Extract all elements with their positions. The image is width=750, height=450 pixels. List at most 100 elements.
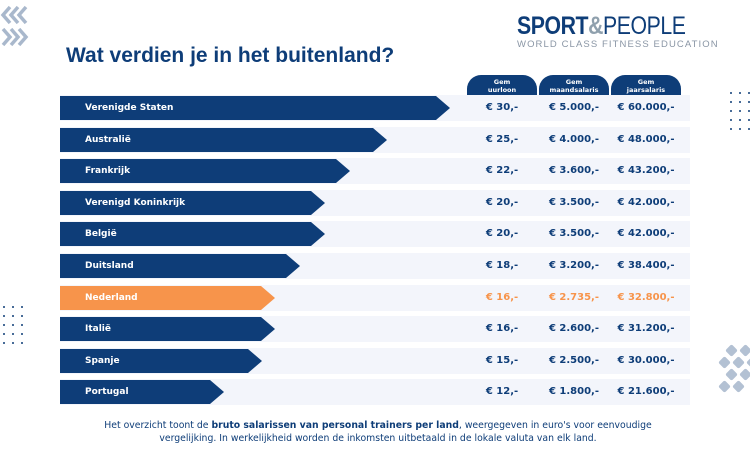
bar-arrow-tip [261, 285, 275, 310]
value-cell: € 30.000,- [617, 354, 675, 366]
bar: Portugal [60, 380, 224, 405]
bar-arrow-tip [436, 96, 450, 120]
column-header: Gem uurloon [467, 75, 537, 97]
value-cell: € 16,- [485, 323, 519, 335]
value-cell: € 31.200,- [617, 323, 675, 335]
column-header-line: Gem [637, 78, 655, 86]
bar-arrow-tip [336, 159, 350, 184]
dot-decoration [739, 101, 741, 103]
value-cell: € 3.600,- [548, 165, 600, 177]
value-cell: € 25,- [485, 133, 519, 145]
bar-arrow-tip [261, 317, 275, 342]
column-header-line: maandsalaris [549, 86, 599, 94]
bar: Duitsland [60, 254, 300, 278]
bar: Verenigde Staten [60, 96, 450, 120]
value-cell: € 60.000,- [617, 102, 675, 113]
dot-decoration [739, 92, 741, 94]
column-header-line: Gem [565, 78, 583, 86]
country-label: Verenigd Koninkrijk [85, 197, 186, 208]
dot-decoration [739, 119, 741, 121]
dot-decoration [21, 333, 23, 335]
value-cell: € 15,- [485, 354, 519, 366]
value-cell: € 4.000,- [548, 133, 600, 145]
value-cell: € 16,- [485, 291, 519, 303]
value-cell: € 5.000,- [548, 102, 600, 113]
country-label: België [85, 229, 117, 240]
column-header-line: uurloon [487, 86, 517, 94]
dot-decoration [21, 315, 23, 317]
dot-decoration [730, 128, 732, 130]
dot-decoration [730, 110, 732, 112]
bar: België [60, 222, 325, 247]
dot-decoration [21, 306, 23, 308]
value-cell: € 1.800,- [548, 386, 600, 398]
bar-arrow-tip [248, 348, 262, 373]
country-label: Portugal [85, 387, 129, 398]
dot-decoration [748, 101, 750, 103]
dot-decoration [3, 333, 5, 335]
dot-decoration [12, 324, 14, 326]
column-header: Gem jaarsalaris [611, 75, 681, 97]
bar-arrow-tip [210, 380, 224, 405]
dot-decoration [21, 324, 23, 326]
value-cell: € 2.600,- [548, 323, 600, 335]
dot-decoration [748, 119, 750, 121]
dot-decoration [3, 342, 5, 344]
diamond-decoration [718, 380, 731, 393]
dot-decoration [748, 128, 750, 130]
chevrons-decoration-icon [0, 5, 29, 47]
bar: Frankrijk [60, 159, 350, 184]
value-cell: € 20,- [485, 196, 519, 208]
dot-decoration [748, 92, 750, 94]
dot-decoration [12, 306, 14, 308]
bar: Australië [60, 127, 387, 152]
value-cell: € 3.200,- [548, 260, 600, 271]
value-cell: € 42.000,- [617, 196, 675, 208]
value-cell: € 2.500,- [548, 354, 600, 366]
diamond-decoration [725, 368, 738, 381]
bar-arrow-tip [373, 127, 387, 152]
dot-decoration [21, 342, 23, 344]
value-cell: € 18,- [485, 260, 519, 271]
column-header-line: jaarsalaris [626, 86, 666, 94]
value-cell: € 22,- [485, 165, 519, 177]
dot-decoration [12, 333, 14, 335]
country-label: Australië [85, 134, 131, 145]
dot-decoration [730, 101, 732, 103]
bar: Nederland [60, 285, 275, 310]
diamond-decoration [746, 356, 750, 369]
sport-people-logo: SPORT&PEOPLE WORLD CLASS FITNESS EDUCATI… [517, 12, 719, 50]
dot-decoration [739, 128, 741, 130]
dot-decoration [730, 92, 732, 94]
bar: Verenigd Koninkrijk [60, 190, 325, 215]
dot-decoration [739, 110, 741, 112]
dot-decoration [748, 110, 750, 112]
dot-decoration [730, 119, 732, 121]
column-header-line: Gem [493, 78, 511, 86]
value-cell: € 12,- [485, 386, 519, 398]
dot-decoration [3, 306, 5, 308]
diamond-decoration [718, 356, 731, 369]
diamond-decoration [732, 380, 745, 393]
value-cell: € 38.400,- [617, 260, 675, 271]
value-cell: € 21.600,- [617, 386, 675, 398]
bar-arrow-tip [286, 254, 300, 278]
value-cell: € 42.000,- [617, 228, 675, 240]
value-cell: € 48.000,- [617, 133, 675, 145]
country-label: Spanje [85, 355, 120, 366]
page-title: Wat verdien je in het buitenland? [66, 44, 395, 67]
bar-arrow-tip [311, 222, 325, 247]
diamond-decoration [732, 356, 745, 369]
value-cell: € 3.500,- [548, 196, 600, 208]
column-header: Gem maandsalaris [539, 75, 609, 97]
country-label: Frankrijk [85, 166, 131, 177]
diamond-decoration [725, 344, 738, 357]
value-cell: € 3.500,- [548, 228, 600, 240]
value-cell: € 43.200,- [617, 165, 675, 177]
country-label: Nederland [85, 292, 138, 303]
country-label: Duitsland [85, 261, 134, 271]
bar: Italië [60, 317, 275, 342]
dot-decoration [12, 342, 14, 344]
dot-decoration [3, 324, 5, 326]
dot-decoration [12, 315, 14, 317]
